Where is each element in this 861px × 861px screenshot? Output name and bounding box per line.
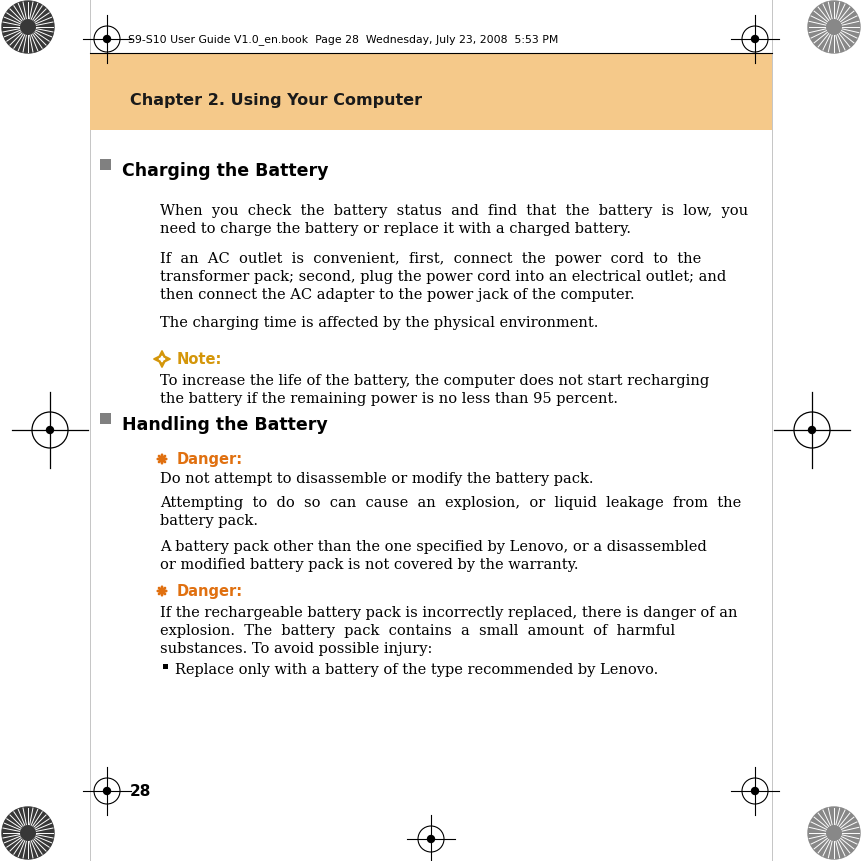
Text: Charging the Battery: Charging the Battery — [122, 162, 328, 180]
Text: S9-S10 User Guide V1.0_en.book  Page 28  Wednesday, July 23, 2008  5:53 PM: S9-S10 User Guide V1.0_en.book Page 28 W… — [127, 34, 558, 46]
Text: Note:: Note: — [177, 352, 222, 367]
Circle shape — [21, 21, 35, 35]
Polygon shape — [153, 351, 170, 368]
Circle shape — [427, 835, 434, 843]
Text: Chapter 2. Using Your Computer: Chapter 2. Using Your Computer — [130, 92, 422, 108]
Text: then connect the AC adapter to the power jack of the computer.: then connect the AC adapter to the power… — [160, 288, 634, 301]
Text: 28: 28 — [130, 784, 152, 798]
Circle shape — [46, 427, 53, 434]
FancyBboxPatch shape — [163, 664, 168, 669]
Circle shape — [21, 826, 35, 840]
Text: The charging time is affected by the physical environment.: The charging time is affected by the phy… — [160, 316, 598, 330]
Text: need to charge the battery or replace it with a charged battery.: need to charge the battery or replace it… — [160, 222, 630, 236]
Circle shape — [826, 826, 840, 840]
Text: Replace only with a battery of the type recommended by Lenovo.: Replace only with a battery of the type … — [175, 662, 658, 676]
Text: explosion.  The  battery  pack  contains  a  small  amount  of  harmful: explosion. The battery pack contains a s… — [160, 623, 674, 637]
Text: When  you  check  the  battery  status  and  find  that  the  battery  is  low, : When you check the battery status and fi… — [160, 204, 747, 218]
Text: Danger:: Danger: — [177, 452, 243, 467]
Circle shape — [2, 807, 54, 859]
Text: If the rechargeable battery pack is incorrectly replaced, there is danger of an: If the rechargeable battery pack is inco… — [160, 605, 737, 619]
Circle shape — [2, 2, 54, 54]
Circle shape — [159, 457, 164, 462]
FancyBboxPatch shape — [90, 55, 771, 131]
Circle shape — [159, 589, 164, 594]
Text: Do not attempt to disassemble or modify the battery pack.: Do not attempt to disassemble or modify … — [160, 472, 593, 486]
Circle shape — [751, 788, 758, 795]
Text: If  an  AC  outlet  is  convenient,  first,  connect  the  power  cord  to  the: If an AC outlet is convenient, first, co… — [160, 251, 701, 266]
Text: battery pack.: battery pack. — [160, 513, 257, 528]
Polygon shape — [159, 356, 164, 362]
Circle shape — [807, 2, 859, 54]
FancyBboxPatch shape — [100, 413, 111, 424]
Text: the battery if the remaining power is no less than 95 percent.: the battery if the remaining power is no… — [160, 392, 617, 406]
Circle shape — [808, 427, 815, 434]
Text: transformer pack; second, plug the power cord into an electrical outlet; and: transformer pack; second, plug the power… — [160, 269, 726, 283]
Circle shape — [751, 36, 758, 43]
Text: A battery pack other than the one specified by Lenovo, or a disassembled: A battery pack other than the one specif… — [160, 539, 706, 554]
Text: substances. To avoid possible injury:: substances. To avoid possible injury: — [160, 641, 432, 655]
Text: Attempting  to  do  so  can  cause  an  explosion,  or  liquid  leakage  from  t: Attempting to do so can cause an explosi… — [160, 495, 740, 510]
Circle shape — [103, 788, 110, 795]
Text: or modified battery pack is not covered by the warranty.: or modified battery pack is not covered … — [160, 557, 578, 572]
Circle shape — [807, 807, 859, 859]
FancyBboxPatch shape — [100, 160, 111, 170]
Circle shape — [826, 21, 840, 35]
Circle shape — [103, 36, 110, 43]
Text: Handling the Battery: Handling the Battery — [122, 416, 327, 433]
Text: Danger:: Danger: — [177, 584, 243, 598]
Text: To increase the life of the battery, the computer does not start recharging: To increase the life of the battery, the… — [160, 374, 709, 387]
